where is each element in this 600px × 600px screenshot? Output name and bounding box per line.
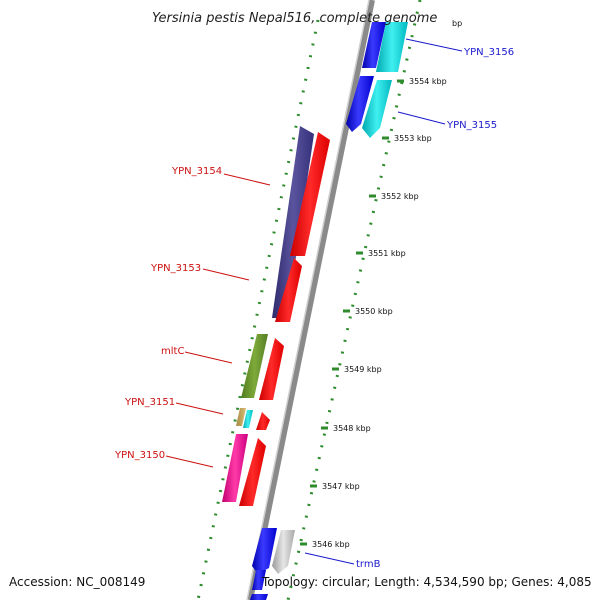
leader-ypn3150 bbox=[165, 455, 214, 468]
scale-label: 3551 kbp bbox=[368, 249, 406, 258]
leader-ypn3154 bbox=[223, 173, 271, 186]
gene-label-ypn3150[interactable]: YPN_3150 bbox=[114, 450, 165, 461]
gene-label-ypn3151[interactable]: YPN_3151 bbox=[124, 397, 175, 408]
map-title: Yersinia pestis Nepal516, complete genom… bbox=[152, 11, 437, 26]
gene-labels: YPN_3156 YPN_3155 YPN_3154 YPN_3153 mltC YPN_… bbox=[114, 47, 514, 570]
gene-ypn3153-cds[interactable] bbox=[275, 258, 302, 322]
gene-ypn3150-block[interactable] bbox=[222, 434, 248, 502]
genome-backbone-highlight bbox=[246, 0, 370, 600]
left-tick-track bbox=[196, 19, 320, 600]
gene-ypn3151-small[interactable] bbox=[243, 410, 253, 428]
scale-label: 3552 kbp bbox=[381, 192, 419, 201]
scale-label: 3548 kbp bbox=[333, 424, 371, 433]
gene-ypn3154-block[interactable] bbox=[272, 126, 314, 318]
scale-labels: 3554 kbp 3553 kbp 3552 kbp 3551 kbp 3550 kbp… bbox=[300, 77, 447, 549]
title-overlap-kbp-fragment: bp bbox=[452, 19, 462, 28]
gene-mltc-cds[interactable] bbox=[259, 338, 284, 400]
leader-ypn3156 bbox=[405, 38, 463, 52]
gene-ypn3155-forward[interactable] bbox=[346, 76, 374, 132]
leader-ypn3153 bbox=[202, 268, 250, 281]
scale-label: 3554 kbp bbox=[409, 77, 447, 86]
gene-ypn3151-block[interactable] bbox=[236, 408, 246, 426]
gene-ypn3156-forward[interactable] bbox=[362, 22, 386, 68]
gene-trmb-forward[interactable] bbox=[252, 528, 277, 574]
gene-label-mltc[interactable]: mltC bbox=[161, 346, 184, 357]
genome-backbone bbox=[247, 0, 375, 600]
gene-bottom-forward[interactable] bbox=[252, 570, 266, 590]
gene-label-ypn3155[interactable]: YPN_3155 bbox=[446, 120, 497, 131]
leader-ypn3151 bbox=[175, 402, 224, 415]
gene-label-ypn3156[interactable]: YPN_3156 bbox=[463, 47, 514, 58]
scale-label: 3546 kbp bbox=[312, 540, 350, 549]
gene-trmb-cds[interactable] bbox=[272, 530, 295, 574]
scale-label: 3553 kbp bbox=[394, 134, 432, 143]
gene-label-ypn3154[interactable]: YPN_3154 bbox=[171, 166, 222, 177]
gene-ypn3150-cds[interactable] bbox=[239, 438, 266, 506]
leader-mltc bbox=[184, 351, 233, 364]
topology-summary: Topology: circular; Length: 4,534,590 bp… bbox=[261, 575, 592, 589]
gene-mltc-block[interactable] bbox=[241, 334, 268, 398]
gene-bottom-edge[interactable] bbox=[250, 594, 268, 600]
gene-ypn3151-cds[interactable] bbox=[256, 412, 270, 430]
gene-ypn3156-cds[interactable] bbox=[376, 22, 408, 72]
scale-label: 3547 kbp bbox=[322, 482, 360, 491]
accession-label: Accession: NC_008149 bbox=[9, 575, 145, 589]
gene-ypn3154-cds[interactable] bbox=[290, 132, 330, 256]
gene-label-ypn3153[interactable]: YPN_3153 bbox=[150, 263, 201, 274]
gene-ypn3155-cds[interactable] bbox=[362, 80, 392, 138]
scale-label: 3550 kbp bbox=[355, 307, 393, 316]
leader-trmb bbox=[304, 552, 355, 565]
scale-label: 3549 kbp bbox=[344, 365, 382, 374]
gene-label-trmb[interactable]: trmB bbox=[356, 559, 381, 570]
leader-ypn3155 bbox=[397, 111, 446, 125]
